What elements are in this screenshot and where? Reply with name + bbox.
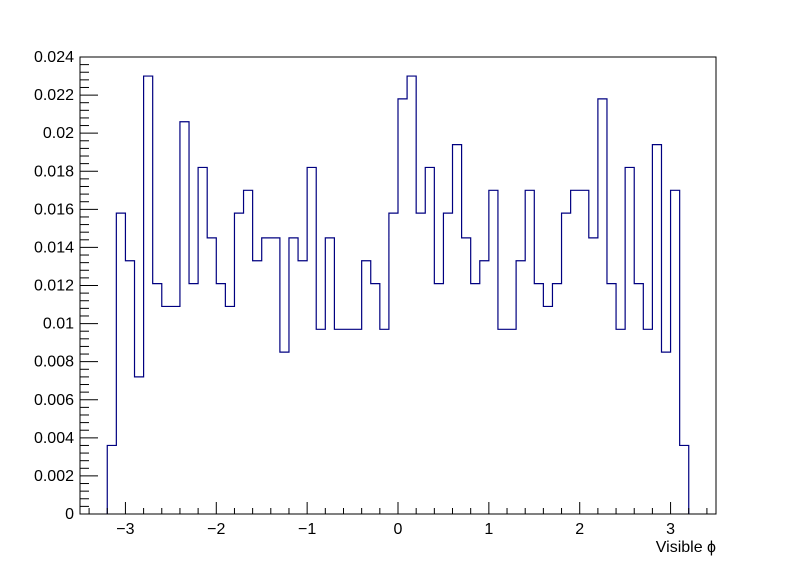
histogram-bin (125, 261, 134, 514)
histogram-bin (498, 329, 507, 514)
histogram-bin (162, 306, 171, 514)
histogram-bin (225, 306, 234, 514)
histogram-bin (316, 329, 325, 514)
histogram-bin (334, 329, 343, 514)
y-tick-label: 0.024 (34, 49, 74, 66)
y-tick-label: 0.002 (34, 468, 74, 485)
histogram-bin (398, 99, 407, 514)
y-tick-label: 0.01 (43, 316, 74, 333)
histogram-bin (216, 284, 225, 514)
histogram-bin (543, 306, 552, 514)
histogram-bin (571, 190, 580, 514)
y-tick-label: 0.008 (34, 354, 74, 371)
histogram-bin (516, 261, 525, 514)
y-tick-label: 0.004 (34, 430, 74, 447)
y-tick-label: 0.016 (34, 201, 74, 218)
histogram-bin (471, 284, 480, 514)
histogram-bin (144, 76, 153, 514)
histogram-bin (307, 167, 316, 514)
histogram-bin (180, 122, 189, 514)
histogram-bin (607, 284, 616, 514)
histogram-bin (625, 167, 634, 514)
histogram-bin (362, 261, 371, 514)
histogram-bin (353, 329, 362, 514)
histogram-outline (106, 75, 690, 514)
histogram-bin (652, 145, 661, 514)
histogram-bin (598, 99, 607, 514)
histogram-bin (244, 190, 253, 514)
histogram-bin (580, 190, 589, 514)
x-tick-label: −3 (116, 521, 134, 538)
histogram-bin (262, 238, 271, 514)
histogram-bin (489, 190, 498, 514)
histogram-bin (661, 352, 670, 514)
histogram-bin (671, 190, 680, 514)
histogram-bin (534, 284, 543, 514)
histogram-bin (207, 238, 216, 514)
histogram-bin (189, 284, 198, 514)
histogram-bin (453, 145, 462, 514)
histogram-bin (480, 261, 489, 514)
x-tick-label: 1 (484, 521, 493, 538)
x-tick-label: 3 (666, 521, 675, 538)
x-tick-label: 0 (394, 521, 403, 538)
y-tick-label: 0 (65, 506, 74, 523)
histogram-bin (407, 76, 416, 514)
histogram-bin (616, 329, 625, 514)
x-axis-title: Visible ϕ (656, 539, 716, 556)
histogram-bin (153, 284, 162, 514)
histogram-bin (552, 284, 561, 514)
histogram-bin (389, 213, 398, 514)
histogram-bin (507, 329, 516, 514)
x-tick-label: 2 (575, 521, 584, 538)
histogram-bin (562, 213, 571, 514)
y-tick-label: 0.022 (34, 87, 74, 104)
histogram-bin (253, 261, 262, 514)
histogram-bin (634, 284, 643, 514)
x-tick-label: −2 (207, 521, 225, 538)
histogram-bin (371, 284, 380, 514)
y-tick-label: 0.014 (34, 239, 74, 256)
histogram-bin (198, 167, 207, 514)
histogram-bin (434, 284, 443, 514)
histogram-bin (462, 238, 471, 514)
histogram-bin (443, 213, 452, 514)
histogram-bin (380, 329, 389, 514)
histogram-bin (116, 213, 125, 514)
histogram-bin (298, 261, 307, 514)
histogram-bin (525, 190, 534, 514)
histogram-bin (135, 377, 144, 514)
histogram-bin (280, 352, 289, 514)
histogram-bin (416, 213, 425, 514)
y-tick-label: 0.02 (43, 125, 74, 142)
histogram-bin (271, 238, 280, 514)
y-tick-label: 0.006 (34, 392, 74, 409)
histogram-bin (171, 306, 180, 514)
histogram-bin (325, 238, 334, 514)
y-tick-label: 0.012 (34, 278, 74, 295)
histogram-bin (234, 213, 243, 514)
histogram-bin (107, 445, 116, 514)
histogram-bin (643, 329, 652, 514)
histogram-bin (289, 238, 298, 514)
y-tick-label: 0.018 (34, 163, 74, 180)
histogram-bin (680, 445, 689, 514)
histogram-bin (589, 238, 598, 514)
x-tick-label: −1 (298, 521, 316, 538)
histogram-bin (425, 167, 434, 514)
histogram-bin (343, 329, 352, 514)
